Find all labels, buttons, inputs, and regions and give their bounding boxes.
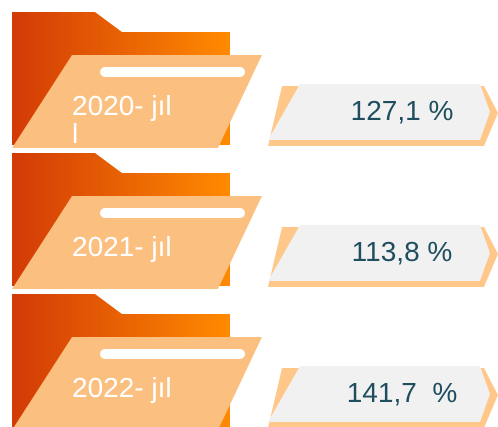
folder-bar [100, 349, 245, 359]
year-label: 2022- jıl [72, 372, 172, 403]
folder-front [12, 55, 262, 148]
folder-bar [100, 67, 245, 77]
year-label: 2020- jıl l [72, 90, 172, 149]
value-pill [268, 84, 490, 140]
value-label: 141,7 % [346, 377, 458, 408]
value-pill [268, 225, 490, 281]
year-label: 2021- jıl [72, 231, 172, 262]
value-label: 127,1 % [350, 95, 454, 126]
folder-front [13, 337, 262, 427]
folder-bar [100, 208, 245, 218]
folder-front [12, 196, 262, 289]
value-label: 113,8 % [351, 236, 453, 267]
value-pill [268, 366, 490, 422]
